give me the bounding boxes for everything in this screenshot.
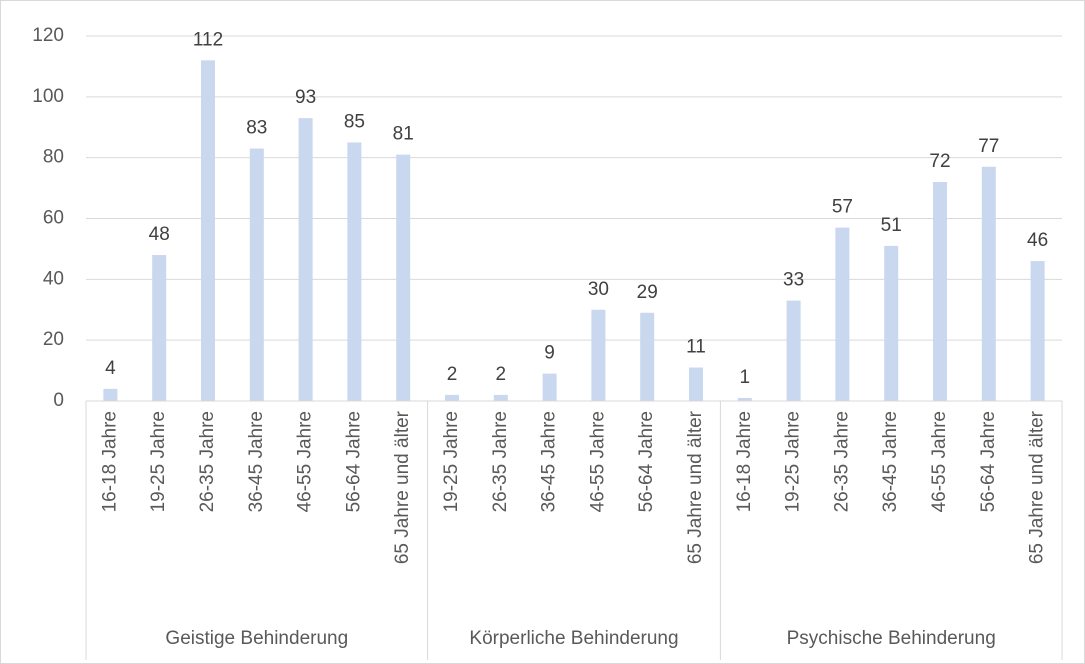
x-tick-label: 26-35 Jahre	[490, 411, 511, 512]
data-label: 72	[929, 151, 950, 172]
bar	[542, 373, 557, 401]
x-tick-label: 36-45 Jahre	[880, 411, 901, 512]
data-label: 112	[193, 29, 223, 50]
bar	[103, 388, 118, 401]
x-tick-label: 36-45 Jahre	[539, 411, 560, 512]
x-tick-label: 46-55 Jahre	[929, 411, 950, 512]
y-tick-label: 0	[53, 390, 64, 411]
x-tick-label: 36-45 Jahre	[246, 411, 267, 512]
y-tick-label: 20	[43, 329, 64, 350]
bar	[201, 60, 215, 401]
x-tick-label: 65 Jahre und älter	[685, 410, 706, 564]
data-label: 30	[588, 279, 609, 300]
bar	[493, 394, 508, 401]
data-label: 33	[783, 270, 804, 291]
x-tick-label: 16-18 Jahre	[99, 411, 120, 512]
x-tick-label: 65 Jahre und älter	[1027, 410, 1048, 564]
bar	[1030, 261, 1045, 401]
data-label: 4	[105, 358, 116, 379]
bar	[298, 118, 313, 401]
bar	[396, 154, 411, 401]
data-label: 2	[496, 364, 507, 385]
x-tick-label: 16-18 Jahre	[734, 411, 755, 512]
data-label: 93	[295, 87, 316, 108]
y-tick-label: 40	[43, 268, 64, 289]
bar	[737, 397, 752, 401]
bar	[933, 182, 947, 401]
x-tick-label: 19-25 Jahre	[783, 411, 804, 512]
data-label: 48	[149, 224, 170, 245]
group-label: Geistige Behinderung	[165, 628, 348, 649]
x-tick-label: 19-25 Jahre	[441, 411, 462, 512]
bar	[591, 309, 606, 401]
data-label: 83	[246, 118, 267, 139]
bar	[445, 394, 459, 401]
y-tick-label: 100	[32, 86, 64, 107]
data-label: 9	[544, 343, 555, 364]
group-label: Psychische Behinderung	[787, 628, 996, 649]
data-label: 81	[393, 124, 414, 145]
x-tick-label: 65 Jahre und älter	[392, 410, 413, 564]
x-tick-label: 56-64 Jahre	[978, 411, 999, 512]
data-label: 57	[832, 197, 853, 218]
y-tick-label: 80	[43, 147, 64, 168]
bar	[981, 166, 996, 401]
bar	[835, 227, 850, 401]
bar	[884, 245, 899, 401]
bar	[640, 312, 655, 401]
bar	[786, 300, 801, 401]
data-label: 77	[978, 136, 999, 157]
x-tick-label: 26-35 Jahre	[831, 411, 852, 512]
y-tick-label: 60	[43, 208, 64, 229]
x-tick-label: 56-64 Jahre	[636, 411, 657, 512]
x-tick-label: 19-25 Jahre	[148, 411, 169, 512]
x-tick-label: 56-64 Jahre	[343, 411, 364, 512]
data-label: 29	[637, 282, 658, 303]
data-label: 85	[344, 111, 365, 132]
x-tick-label: 26-35 Jahre	[197, 411, 218, 512]
bar	[689, 367, 703, 401]
data-label: 1	[740, 367, 751, 388]
data-label: 46	[1027, 230, 1048, 251]
bar	[249, 148, 264, 401]
bar	[152, 255, 167, 401]
data-label: 11	[686, 337, 706, 358]
x-tick-label: 46-55 Jahre	[587, 411, 608, 512]
bar	[347, 142, 362, 402]
group-label: Körperliche Behinderung	[469, 628, 678, 649]
x-tick-label: 46-55 Jahre	[295, 411, 316, 512]
data-label: 51	[881, 215, 902, 236]
y-tick-label: 120	[32, 25, 64, 46]
data-label: 2	[447, 364, 458, 385]
